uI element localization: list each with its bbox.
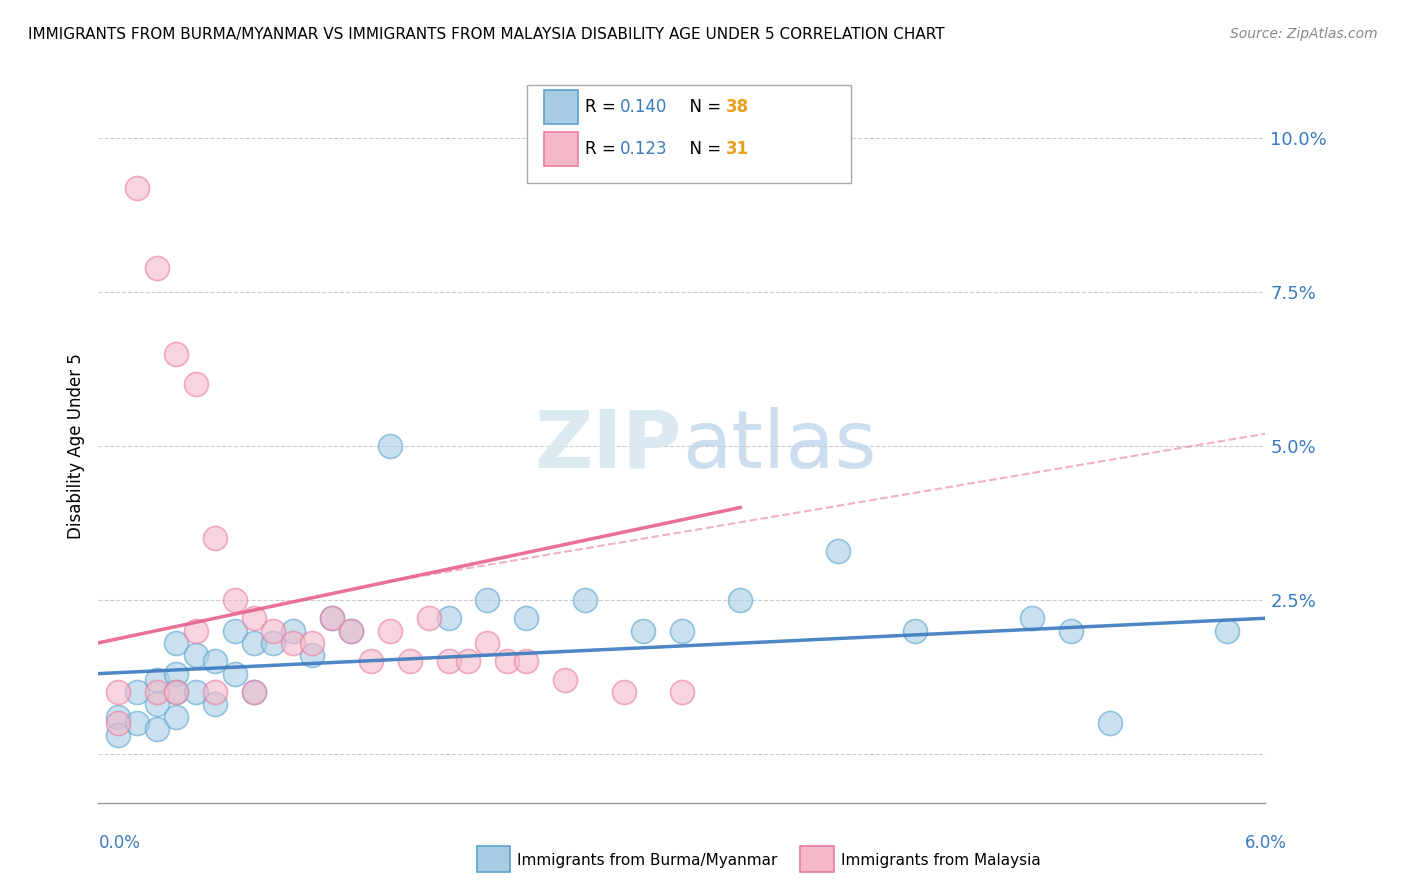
Point (184, 648, 207, 662)
Point (496, 654, 519, 668)
Text: Source: ZipAtlas.com: Source: ZipAtlas.com (1230, 27, 1378, 41)
Point (224, 592, 246, 607)
Point (146, 698, 169, 712)
Point (184, 624, 207, 638)
Point (224, 666, 246, 681)
Point (827, 543, 849, 558)
Text: ZIP: ZIP (534, 407, 682, 485)
Point (1021, 611, 1043, 625)
Point (418, 611, 440, 625)
Point (146, 685, 169, 699)
Point (184, 685, 207, 699)
Point (204, 685, 226, 699)
Text: N =: N = (679, 98, 727, 116)
Point (631, 624, 654, 638)
Text: 0.0%: 0.0% (98, 834, 141, 852)
Point (262, 624, 284, 638)
Text: 0.123: 0.123 (620, 140, 668, 158)
Point (457, 654, 479, 668)
Point (671, 685, 693, 699)
Point (165, 347, 187, 361)
Text: N =: N = (679, 140, 727, 158)
Point (730, 592, 752, 607)
Point (904, 624, 927, 638)
Point (165, 666, 187, 681)
Point (262, 636, 284, 650)
Point (204, 531, 226, 545)
Point (1215, 624, 1237, 638)
Text: 31: 31 (725, 140, 748, 158)
Point (204, 654, 226, 668)
Point (574, 592, 596, 607)
Point (146, 673, 169, 687)
Text: Immigrants from Burma/Myanmar: Immigrants from Burma/Myanmar (517, 854, 778, 868)
Point (281, 624, 304, 638)
Point (243, 685, 266, 699)
Point (165, 636, 187, 650)
Point (165, 685, 187, 699)
Point (127, 180, 149, 194)
Point (340, 624, 363, 638)
Text: Immigrants from Malaysia: Immigrants from Malaysia (841, 854, 1040, 868)
Point (107, 685, 129, 699)
Text: 38: 38 (725, 98, 748, 116)
Point (243, 636, 266, 650)
Point (380, 439, 402, 453)
Point (1060, 624, 1083, 638)
Point (243, 685, 266, 699)
Point (165, 685, 187, 699)
Text: R =: R = (585, 98, 621, 116)
Point (107, 715, 129, 730)
Text: 6.0%: 6.0% (1244, 834, 1286, 852)
Point (127, 715, 149, 730)
Point (321, 611, 343, 625)
Point (671, 624, 693, 638)
Point (1098, 715, 1121, 730)
Point (437, 611, 460, 625)
Point (554, 673, 576, 687)
Point (437, 654, 460, 668)
Point (380, 624, 402, 638)
Text: atlas: atlas (682, 407, 876, 485)
Point (146, 722, 169, 736)
Point (224, 624, 246, 638)
Point (281, 636, 304, 650)
Text: IMMIGRANTS FROM BURMA/MYANMAR VS IMMIGRANTS FROM MALAYSIA DISABILITY AGE UNDER 5: IMMIGRANTS FROM BURMA/MYANMAR VS IMMIGRA… (28, 27, 945, 42)
Point (107, 728, 129, 742)
Text: 0.140: 0.140 (620, 98, 668, 116)
Y-axis label: Disability Age Under 5: Disability Age Under 5 (66, 353, 84, 539)
Point (301, 636, 323, 650)
Point (127, 685, 149, 699)
Point (515, 654, 537, 668)
Point (165, 709, 187, 723)
Point (184, 377, 207, 392)
Point (360, 654, 382, 668)
Point (321, 611, 343, 625)
Point (340, 624, 363, 638)
Point (301, 648, 323, 662)
Text: R =: R = (585, 140, 621, 158)
Point (243, 611, 266, 625)
Point (107, 709, 129, 723)
Point (204, 698, 226, 712)
Point (613, 685, 636, 699)
Point (146, 260, 169, 275)
Point (398, 654, 420, 668)
Point (477, 636, 499, 650)
Point (477, 592, 499, 607)
Point (515, 611, 537, 625)
